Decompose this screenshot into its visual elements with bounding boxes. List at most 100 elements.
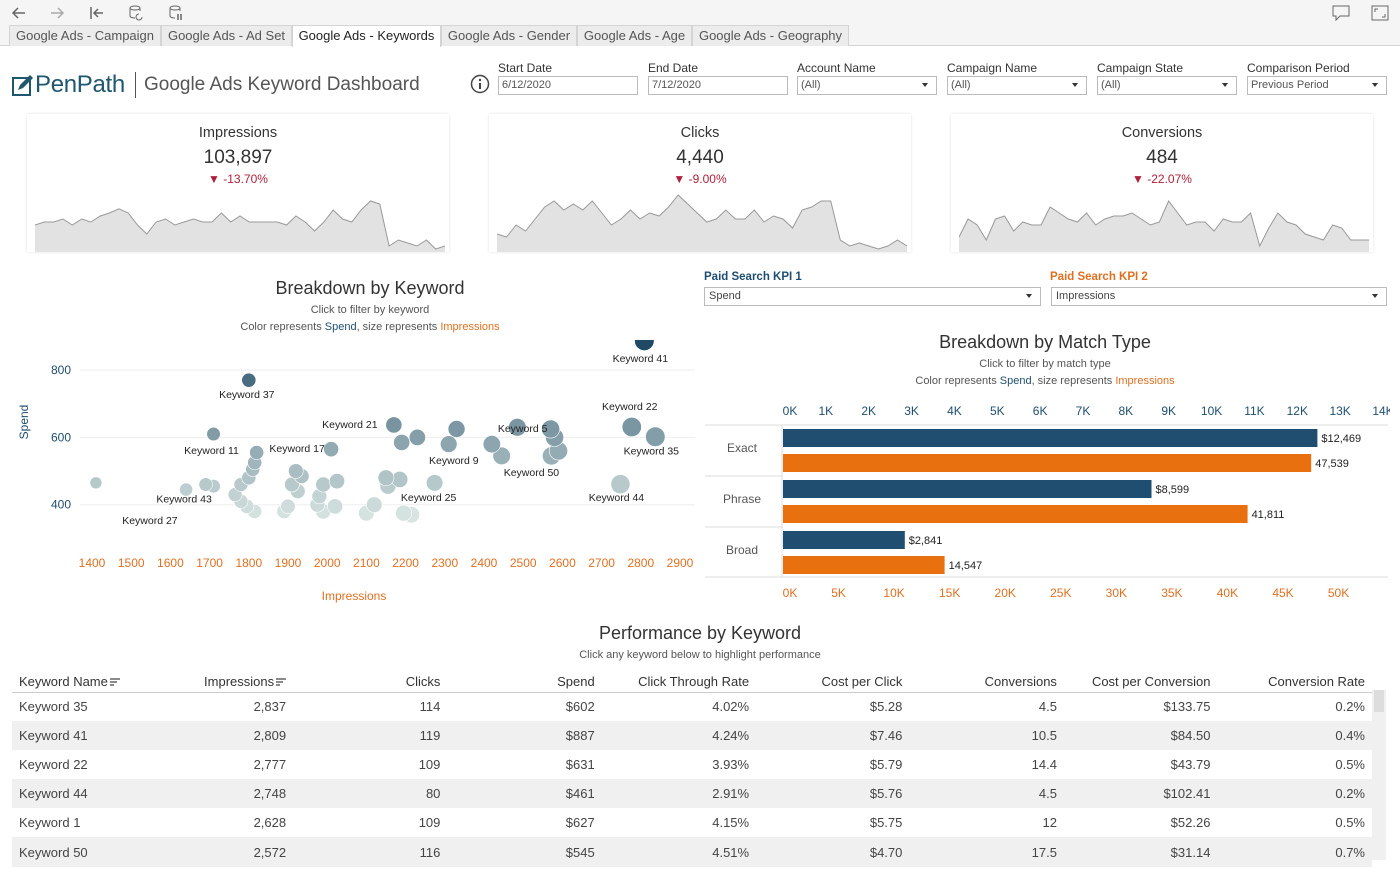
col-header-cpc[interactable]: Cost per Click xyxy=(756,672,910,693)
spend-bar[interactable] xyxy=(783,429,1318,447)
col-header-ctr[interactable]: Click Through Rate xyxy=(601,672,757,693)
scatter-point[interactable] xyxy=(327,498,344,515)
keyword-name-cell[interactable]: Keyword 22 xyxy=(19,757,88,773)
scatter-point[interactable] xyxy=(482,435,501,454)
scatter-point[interactable] xyxy=(377,469,395,487)
scatter-point[interactable] xyxy=(323,441,340,458)
scatter-point[interactable] xyxy=(541,419,561,439)
sort-icon[interactable] xyxy=(109,678,120,687)
spend-bar[interactable] xyxy=(783,531,905,549)
table-row[interactable]: Keyword 22 2,777 109 $631 3.93% $5.79 14.4 $43.… xyxy=(12,750,1372,779)
scatter-point[interactable] xyxy=(385,416,403,434)
scatter-point[interactable] xyxy=(408,428,426,446)
scatter-point[interactable] xyxy=(621,416,642,437)
info-icon[interactable] xyxy=(470,74,490,94)
spend-tick-label: 7K xyxy=(1076,404,1091,418)
kpi2-select[interactable]: Impressions xyxy=(1051,287,1387,306)
table-row[interactable]: Keyword 50 2,572 116 $545 4.51% $4.70 17.5 $31.… xyxy=(12,837,1372,867)
performance-table: Keyword Name Impressions Clicks Spend Cl… xyxy=(12,672,1372,867)
tab-ad-set[interactable]: Google Ads - Ad Set xyxy=(161,25,292,46)
campaign-state-select[interactable]: (All) xyxy=(1097,76,1237,95)
comparison-period-select[interactable]: Previous Period xyxy=(1247,76,1387,95)
keyword-name-cell[interactable]: Keyword 44 xyxy=(12,779,132,809)
scatter-point[interactable] xyxy=(179,482,193,497)
end-date-input[interactable]: 7/12/2020 xyxy=(648,76,788,95)
tab-campaign[interactable]: Google Ads - Campaign xyxy=(9,25,161,46)
x-tick-label: 2600 xyxy=(549,556,576,570)
keyword-name-cell[interactable]: Keyword 50 xyxy=(12,837,132,867)
refresh-data-icon[interactable] xyxy=(126,3,146,23)
scatter-point[interactable] xyxy=(393,434,411,451)
table-cell: 3.93% xyxy=(712,757,750,773)
forward-icon[interactable] xyxy=(47,3,67,23)
tab-keywords[interactable]: Google Ads - Keywords xyxy=(292,25,441,47)
table-row[interactable]: Keyword 44 2,748 80 $461 2.91% $5.76 4.5 $102.4… xyxy=(12,779,1372,809)
point-label: Keyword 17 xyxy=(269,443,325,455)
scatter-point[interactable] xyxy=(508,418,527,437)
scatter-point[interactable] xyxy=(426,474,444,492)
scatter-point[interactable] xyxy=(241,372,257,388)
col-header-spend[interactable]: Spend xyxy=(447,672,602,693)
spend-bar[interactable] xyxy=(783,480,1152,498)
fullscreen-icon[interactable] xyxy=(1370,3,1390,23)
start-date-input[interactable]: 6/12/2020 xyxy=(498,76,638,95)
sort-icon[interactable] xyxy=(276,678,287,687)
kpi-change-value: -22.07% xyxy=(1147,172,1192,186)
scatter-point[interactable] xyxy=(447,420,466,438)
scatter-point[interactable] xyxy=(440,435,458,453)
impressions-bar[interactable] xyxy=(783,556,945,574)
pause-updates-icon[interactable] xyxy=(166,3,186,23)
col-header-conversions[interactable]: Conversions xyxy=(909,672,1064,693)
match-type-bar-chart[interactable]: 0K 1K 2K 3K 4K 5K 6K 7K 8K 9K 10K 11K 12K 13K 14K 0K 5K 1… xyxy=(700,395,1390,605)
comment-icon[interactable] xyxy=(1331,3,1351,23)
legend-impressions: Impressions xyxy=(440,321,500,333)
scatter-point[interactable] xyxy=(206,426,221,442)
tab-geography[interactable]: Google Ads - Geography xyxy=(692,25,849,46)
table-cell: 2,748 xyxy=(131,779,294,809)
scatter-point[interactable] xyxy=(328,473,345,490)
category-label[interactable]: Broad xyxy=(726,543,758,557)
scatter-point[interactable] xyxy=(89,476,103,490)
keyword-name-cell[interactable]: Keyword 35 xyxy=(19,699,88,715)
x-tick-label: 1800 xyxy=(235,556,262,570)
impressions-bar[interactable] xyxy=(783,505,1248,523)
scatter-point[interactable] xyxy=(288,463,304,479)
category-label[interactable]: Exact xyxy=(727,441,758,455)
table-scrollbar[interactable] xyxy=(1372,690,1386,860)
table-row[interactable]: Keyword 35 2,837 114 $602 4.02% $5.28 4.5 $133.… xyxy=(12,692,1372,721)
scatter-point[interactable] xyxy=(634,340,655,351)
keyword-name-cell[interactable]: Keyword 1 xyxy=(19,815,81,831)
revert-icon[interactable] xyxy=(87,3,107,23)
col-header-conversion-rate[interactable]: Conversion Rate xyxy=(1217,672,1372,693)
scrollbar-thumb[interactable] xyxy=(1374,690,1384,712)
account-name-select[interactable]: (All) xyxy=(797,76,937,95)
table-cell: 10.5 xyxy=(909,721,1064,751)
scatter-point[interactable] xyxy=(280,498,296,514)
scatter-point[interactable] xyxy=(395,504,413,522)
impressions-bar[interactable] xyxy=(783,454,1312,472)
kpi-sparkline xyxy=(497,194,907,252)
category-label[interactable]: Phrase xyxy=(723,492,761,506)
tab-gender[interactable]: Google Ads - Gender xyxy=(441,25,577,46)
scatter-point[interactable] xyxy=(645,426,666,447)
scatter-point[interactable] xyxy=(366,496,383,513)
impressions-tick-label: 15K xyxy=(939,586,960,600)
campaign-name-select[interactable]: (All) xyxy=(947,76,1087,95)
col-header-clicks[interactable]: Clicks xyxy=(293,672,448,693)
kpi-change: ▼ -13.70% xyxy=(208,172,268,186)
kpi1-select[interactable]: Spend xyxy=(704,287,1041,306)
col-header-cost-per-conversion[interactable]: Cost per Conversion xyxy=(1063,672,1218,693)
scatter-point[interactable] xyxy=(315,476,332,493)
keyword-scatter-chart[interactable]: 400 600 800 Spend 1400 1500 1600 1700 1800 1900 20… xyxy=(0,340,700,610)
scatter-point[interactable] xyxy=(610,474,631,495)
scatter-point[interactable] xyxy=(249,445,265,460)
keyword-name-cell[interactable]: Keyword 41 xyxy=(12,721,132,751)
table-row[interactable]: Keyword 1 2,628 109 $627 4.15% $5.75 12 $52.26 0… xyxy=(12,808,1372,837)
col-header-keyword[interactable]: Keyword Name xyxy=(12,672,132,693)
tab-age[interactable]: Google Ads - Age xyxy=(577,25,692,46)
col-header-impressions[interactable]: Impressions xyxy=(131,672,294,693)
scatter-point[interactable] xyxy=(198,477,213,492)
table-row[interactable]: Keyword 41 2,809 119 $887 4.24% $7.46 10.5 $84.… xyxy=(12,721,1372,751)
scatter-point[interactable] xyxy=(492,446,511,466)
back-icon[interactable] xyxy=(9,3,29,23)
